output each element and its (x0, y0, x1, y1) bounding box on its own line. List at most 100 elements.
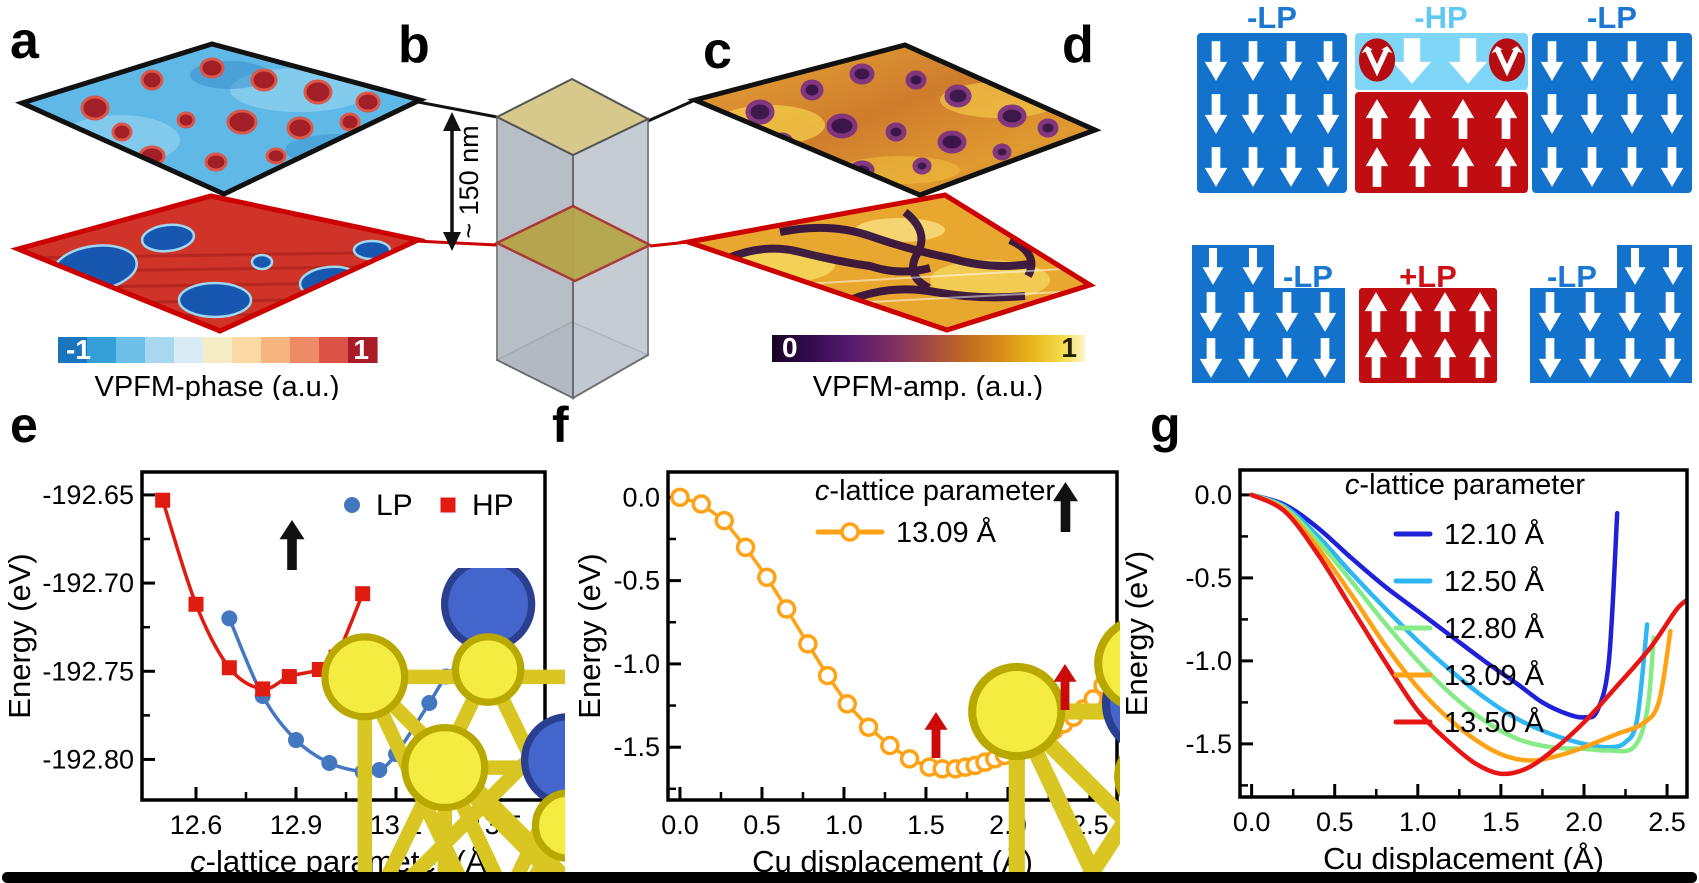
data-point (371, 762, 388, 779)
colorbar-segment (58, 337, 88, 363)
y-axis-label: Energy (eV) (1120, 551, 1154, 716)
black-up-arrow-icon (279, 520, 305, 570)
lp-domain-block (1532, 33, 1692, 193)
data-point (858, 717, 879, 737)
data-point (421, 695, 438, 712)
energy-vs-clattice-chart: 12.612.913.213.5-192.65-192.70-192.75-19… (2, 470, 565, 878)
top-row-panels: a b c d (10, 0, 1692, 400)
x-tick-label: 1.5 (907, 810, 945, 840)
y-tick-label: -1.0 (613, 649, 660, 679)
vpfm-amp-colorbar-min: 0 (782, 332, 798, 363)
data-point (188, 596, 204, 612)
data-point (221, 610, 238, 627)
plp-domain-block (1359, 288, 1497, 383)
y-tick-label: -192.70 (42, 568, 134, 598)
domain-schematic-bottom-row: -LP +LP -LP (1192, 245, 1692, 383)
energy-vs-displacement-multi-chart: 0.0 0.5 1.0 1.5 2.0 2.5 0.0 -0.5 -1.0 -1.5 Cu disp… (1120, 468, 1689, 876)
vpfm-phase-bottom-image (10, 193, 426, 334)
thickness-arrow-icon (443, 112, 461, 251)
y-tick-label: 0.0 (622, 482, 660, 512)
vpfm-amp-colorbar (772, 335, 1085, 362)
lp-domain-block-stepped (1530, 245, 1692, 383)
thickness-label: ~ 150 nm (454, 125, 484, 238)
up-domain-block (1355, 92, 1528, 193)
x-tick-label: 12.9 (270, 810, 323, 840)
y-axis-label: Energy (eV) (572, 553, 607, 718)
colorbar-segment (261, 337, 291, 363)
legend-label: 13.09 Å (1444, 659, 1545, 692)
x-tick-label: 2.5 (1648, 807, 1686, 837)
data-point (155, 492, 171, 508)
legend-label: LP (376, 489, 413, 522)
x-tick-label: 0.5 (743, 810, 781, 840)
plot-area: 0.0 0.5 1.0 1.5 2.0 2.50.0-0.5-1.0-1.5Cu disp… (572, 470, 1120, 878)
data-point (311, 662, 327, 678)
y-tick-label: -1.0 (1185, 646, 1232, 676)
lamella-prism: ~ 150 nm (414, 77, 696, 400)
legend-label: 13.50 Å (1444, 706, 1545, 739)
data-point (255, 681, 271, 697)
panel-b-label: b (398, 16, 430, 74)
x-tick-label: 0.0 (661, 810, 699, 840)
y-tick-label: -1.5 (613, 732, 660, 762)
vpfm-phase-caption: VPFM-phase (a.u.) (95, 371, 340, 400)
legend-label: 12.50 Å (1444, 565, 1545, 598)
vpfm-phase-colorbar (58, 337, 378, 363)
x-axis-label: Cu displacement (Å) (1323, 841, 1604, 876)
colorbar-segment (174, 337, 204, 363)
colorbar-segment (87, 337, 117, 363)
vpfm-amp-top-image (687, 42, 1102, 198)
data-point (837, 694, 857, 714)
hp-domain-strip (1355, 33, 1528, 90)
vpfm-amp-bottom-image (678, 192, 1096, 333)
legend: LP HP (344, 489, 514, 522)
legend-label: 13.09 Å (896, 516, 997, 549)
panel-c-label: c (703, 22, 732, 80)
domain-schematic-top-row: -LP -HP -LP (1197, 0, 1692, 193)
data-point (281, 669, 297, 685)
series-12.50 Å (1249, 492, 1650, 750)
vortex-icon (1359, 38, 1395, 81)
legend-label: HP (472, 489, 514, 522)
data-point (735, 537, 756, 558)
colorbar-segment (203, 337, 233, 363)
colorbar-segment (348, 337, 378, 363)
legend: c-lattice parameter 12.10 Å 12.50 Å 12.80 Å… (1345, 469, 1585, 739)
y-tick-label: -1.5 (1185, 729, 1232, 759)
data-point (714, 510, 734, 531)
x-tick-label: 0.5 (1316, 807, 1354, 837)
legend-label: 12.10 Å (1444, 518, 1545, 551)
data-point (757, 567, 777, 588)
x-tick-label: 0.0 (1233, 807, 1271, 837)
y-tick-label: -0.5 (1185, 563, 1232, 593)
legend-title: c-lattice parameter (1345, 469, 1585, 501)
figure-bottom-rule (2, 872, 1697, 883)
colorbar-segment (116, 337, 146, 363)
vpfm-phase-colorbar-min: -1 (66, 334, 91, 365)
data-point (691, 494, 712, 514)
panel-f-label: f (552, 397, 569, 453)
data-point (670, 487, 690, 508)
colorbar-segment (145, 337, 175, 363)
data-point (776, 599, 797, 619)
legend-title: c-lattice parameter (815, 475, 1055, 507)
x-tick-label: 2.0 (1565, 807, 1603, 837)
data-point (221, 660, 237, 676)
black-up-arrow-icon (1053, 482, 1078, 532)
domain-label-lp-right: -LP (1587, 0, 1637, 35)
y-tick-label: -192.80 (42, 744, 134, 774)
data-point (321, 754, 338, 771)
series-13.09 Å (1249, 492, 1673, 763)
colorbar-segment (290, 337, 320, 363)
vortex-icon (1489, 38, 1525, 81)
data-point (899, 749, 920, 769)
y-tick-label: -0.5 (613, 566, 660, 596)
plot-area: 0.0 0.5 1.0 1.5 2.0 2.50.0-0.5-1.0-1.5Cu disp… (1120, 468, 1689, 876)
legend-label: 12.80 Å (1444, 612, 1545, 645)
red-up-arrow-icon (924, 712, 948, 758)
legend: c-lattice parameter 13.09 Å (815, 475, 1055, 549)
domain-label-lp-left: -LP (1247, 0, 1297, 35)
energy-vs-displacement-chart: 0.0 0.5 1.0 1.5 2.0 2.50.0-0.5-1.0-1.5Cu disp… (572, 470, 1120, 878)
x-tick-label: 1.0 (825, 810, 863, 840)
